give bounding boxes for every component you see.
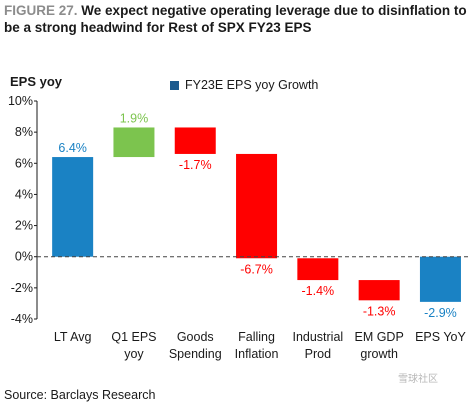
x-category-label: Q1 EPS (111, 330, 156, 344)
bar (236, 153, 278, 259)
bar (113, 127, 155, 158)
data-label: 6.4% (58, 141, 87, 155)
legend-swatch (170, 80, 179, 90)
bar (419, 256, 461, 302)
figure-label: FIGURE 27. (4, 3, 78, 18)
data-label: -1.7% (179, 158, 212, 172)
chart-title-text: We expect negative operating leverage du… (4, 3, 467, 35)
bar (297, 258, 339, 281)
legend: FY23E EPS yoy Growth (170, 78, 318, 92)
watermark: 雪球社区 (398, 374, 438, 385)
y-tick-label: 8% (15, 125, 33, 139)
x-category-label: Industrial (292, 330, 343, 344)
y-tick-label: -4% (11, 312, 33, 326)
legend-label: FY23E EPS yoy Growth (185, 78, 319, 92)
x-category-label: yoy (124, 347, 144, 361)
y-tick-label: 0% (15, 250, 33, 264)
x-category-label: Inflation (235, 347, 279, 361)
y-tick-label: 2% (15, 219, 33, 233)
data-label: -1.4% (302, 284, 335, 298)
data-label: 1.9% (120, 111, 149, 125)
y-axis-title: EPS yoy (10, 74, 63, 89)
data-label: -1.3% (363, 304, 396, 318)
x-category-label: growth (360, 347, 398, 361)
bar (174, 127, 216, 154)
x-category-label: Falling (238, 330, 275, 344)
y-tick-label: 6% (15, 156, 33, 170)
y-tick-label: -2% (11, 281, 33, 295)
chart-title: FIGURE 27. We expect negative operating … (4, 2, 470, 36)
source-note: Source: Barclays Research (4, 388, 156, 402)
x-category-label: EPS YoY (415, 330, 466, 344)
data-label: -6.7% (240, 262, 273, 276)
x-category-label: LT Avg (54, 330, 92, 344)
x-category-label: Goods (177, 330, 214, 344)
data-label: -2.9% (424, 306, 457, 320)
bar (52, 157, 94, 257)
bar (358, 280, 400, 301)
y-tick-label: 10% (8, 94, 33, 108)
x-category-label: EM GDP (354, 330, 403, 344)
x-category-label: Prod (305, 347, 331, 361)
y-tick-label: 4% (15, 187, 33, 201)
x-category-label: Spending (169, 347, 222, 361)
